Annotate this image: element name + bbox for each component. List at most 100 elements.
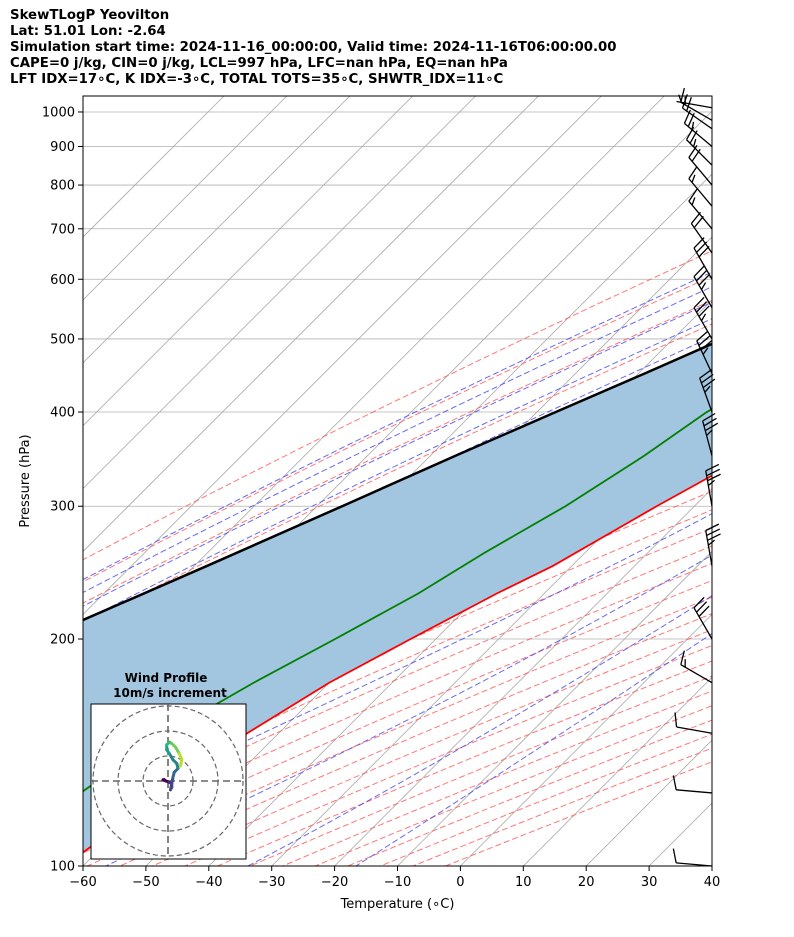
wind-barb	[690, 211, 713, 254]
y-tick-label: 1000	[42, 105, 75, 120]
barb-staff	[693, 247, 713, 280]
mixing-ratio-line	[741, 96, 794, 412]
y-tick-label: 300	[50, 500, 75, 515]
barb-feather	[683, 109, 691, 124]
barb-feather	[691, 148, 701, 162]
chart-header: SkewTLogP Yeovilton Lat: 51.01 Lon: -2.6…	[10, 8, 617, 88]
barb-feather	[685, 126, 695, 141]
barb-feather	[693, 265, 705, 278]
barb-feather	[702, 412, 716, 422]
dewpoint-profile-line	[83, 408, 712, 793]
barb-feather	[693, 215, 704, 229]
barb-feather	[698, 605, 710, 617]
x-tick-label: 40	[704, 875, 721, 890]
moist-adiabat	[83, 286, 712, 594]
barb-feather	[700, 313, 707, 322]
barb-feather	[706, 528, 720, 536]
wind-barb	[702, 412, 719, 456]
barb-feather	[672, 775, 677, 790]
temperature-profile-line	[83, 474, 712, 854]
isotherm-line	[83, 96, 288, 301]
barb-feather	[698, 335, 711, 346]
y-tick-label: 600	[50, 273, 75, 288]
isotherm-line	[83, 96, 225, 238]
wind-barb	[693, 265, 713, 309]
barb-feather	[696, 601, 708, 613]
barb-staff	[705, 530, 713, 567]
barb-feather	[688, 166, 698, 179]
wind-barb	[683, 109, 713, 147]
barb-staff	[696, 340, 713, 374]
barb-feather	[702, 378, 716, 389]
wind-barb	[696, 330, 713, 374]
barb-feather	[693, 296, 705, 309]
x-tick-label: 20	[578, 875, 595, 890]
isotherm-line	[334, 488, 712, 866]
isotherm-line	[83, 96, 602, 615]
x-tick-label: 0	[456, 875, 464, 890]
y-tick-label: 100	[50, 860, 75, 875]
stability-indices: LFT IDX=17∘C, K IDX=-3∘C, TOTAL TOTS=35∘…	[10, 72, 504, 87]
barb-feather	[701, 373, 714, 384]
isotherm-line	[83, 96, 665, 678]
wind-barb	[672, 848, 713, 867]
simulation-times: Simulation start time: 2024-11-16_00:00:…	[10, 40, 617, 55]
wind-barb	[681, 94, 713, 130]
barb-staff	[680, 101, 713, 121]
station-coordinates: Lat: 51.01 Lon: -2.64	[10, 24, 166, 39]
y-tick-label: 700	[50, 222, 75, 237]
barb-feather	[696, 330, 709, 342]
barb-staff	[676, 789, 713, 794]
barb-staff	[680, 664, 713, 684]
barb-staff	[686, 139, 713, 166]
inset-subtitle: 10m/s increment	[113, 686, 227, 700]
isotherm-line	[711, 865, 712, 866]
barb-feather	[689, 130, 698, 144]
isotherm-line	[775, 96, 794, 866]
wind-barb	[674, 712, 713, 734]
x-tick-label: 10	[515, 875, 532, 890]
isotherm-line	[460, 613, 712, 866]
barb-feather	[698, 274, 710, 286]
barb-feather	[698, 305, 710, 317]
barb-staff	[676, 862, 713, 867]
x-axis-title: Temperature (∘C)	[340, 897, 455, 912]
barb-feather	[706, 468, 720, 477]
barb-staff	[682, 107, 713, 130]
barb-feather	[674, 712, 678, 728]
wind-barb	[688, 145, 713, 186]
wind-barb	[672, 775, 713, 794]
x-tick-label: 30	[641, 875, 658, 890]
wind-barb	[705, 463, 721, 507]
wind-barb	[680, 650, 713, 684]
barb-staff	[693, 307, 713, 340]
wind-barb	[685, 126, 713, 166]
wind-barb	[693, 237, 713, 280]
barb-feather	[681, 94, 688, 109]
wind-barb	[688, 188, 713, 230]
barb-staff	[699, 377, 713, 413]
barb-feather	[680, 650, 685, 665]
barb-feather	[672, 848, 677, 863]
barb-staff	[688, 200, 713, 230]
isotherm-line	[83, 96, 539, 553]
barb-feather	[693, 596, 705, 609]
inset-title: Wind Profile	[125, 671, 208, 685]
y-tick-label: 200	[50, 633, 75, 648]
barb-feather	[680, 87, 685, 103]
convective-parameters: CAPE=0 j/kg, CIN=0 j/kg, LCL=997 hPa, LF…	[10, 56, 508, 71]
barb-feather	[699, 369, 712, 379]
wind-barb	[693, 296, 713, 340]
barb-staff	[688, 178, 713, 207]
isotherm-line	[83, 96, 351, 364]
x-tick-label: −50	[132, 875, 159, 890]
y-tick-label: 400	[50, 406, 75, 421]
barb-staff	[690, 223, 713, 254]
isotherm-line	[397, 550, 712, 866]
barb-feather	[706, 429, 713, 436]
y-tick-label: 800	[50, 179, 75, 194]
barb-feather	[696, 269, 708, 282]
barb-feather	[696, 301, 708, 313]
